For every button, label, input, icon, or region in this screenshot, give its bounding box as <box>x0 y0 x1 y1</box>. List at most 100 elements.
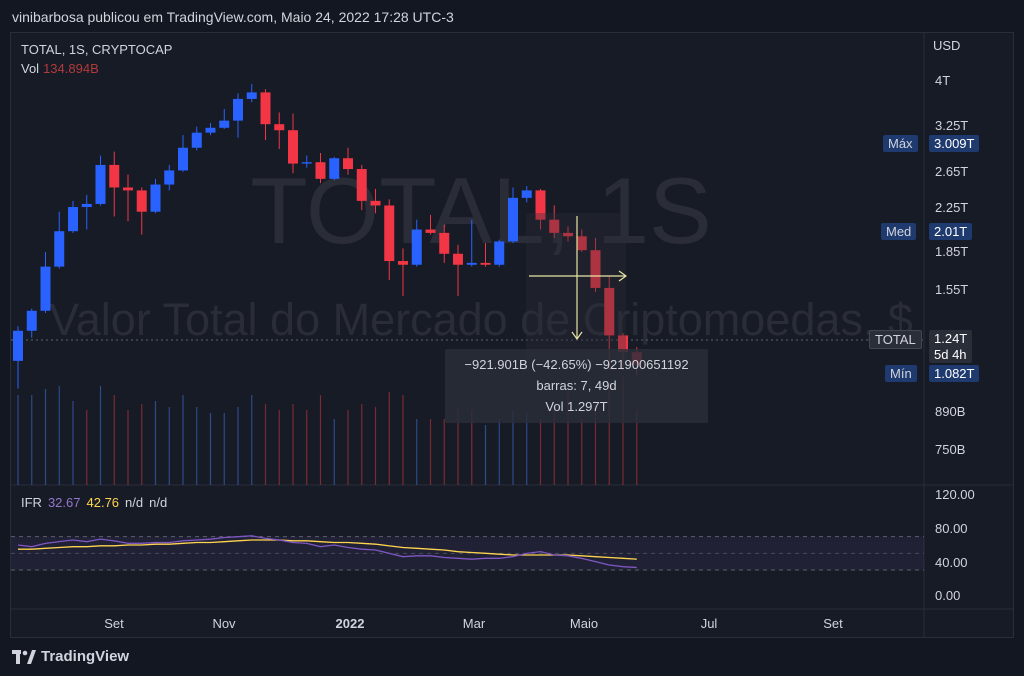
candle-body <box>246 92 257 99</box>
candle-body <box>233 98 243 121</box>
footer-brand: TradingView <box>41 648 130 665</box>
time-tick: Mar <box>463 616 486 631</box>
rsi-tick: 120.00 <box>935 487 975 502</box>
time-tick: Maio <box>570 616 598 631</box>
candle-body <box>68 207 78 232</box>
rsi-legend-label: IFR <box>21 495 42 510</box>
rsi-ma-legend-value: 42.76 <box>86 495 120 510</box>
candle-body <box>549 219 560 233</box>
min-tag-value: 1.082T <box>929 365 980 382</box>
chart-canvas[interactable]: TOTAL, 1S Valor Total do Mercado de Crip… <box>11 33 1013 637</box>
candle-body <box>453 253 463 265</box>
total-tag-value: 1.24T <box>929 330 973 347</box>
candle-body <box>191 132 202 148</box>
candle-body <box>54 231 65 267</box>
rsi-legend-value: 32.67 <box>47 495 81 510</box>
rsi-legend-na: n/d <box>125 495 144 510</box>
candle-body <box>178 147 188 171</box>
candle-body <box>618 335 628 353</box>
price-tick: 2.25T <box>935 200 968 215</box>
measure-volume: Vol 1.297T <box>545 399 608 414</box>
candle-body <box>109 164 120 188</box>
candle-body <box>590 250 601 288</box>
chart-panel[interactable]: TOTAL, 1S Valor Total do Mercado de Crip… <box>10 32 1014 638</box>
tradingview-logo-icon <box>12 649 36 664</box>
symbol-legend[interactable]: TOTAL, 1S, CRYPTOCAP <box>21 42 173 57</box>
rsi-legend[interactable]: IFR 32.67 42.76 n/d n/d <box>21 495 167 510</box>
max-tag-label: Máx <box>883 135 918 152</box>
candle-body <box>81 203 92 208</box>
volume-legend-value: 134.894B <box>43 61 99 76</box>
measure-info-box[interactable]: −921.901B (−42.65%) −921900651192 barras… <box>445 349 708 423</box>
bar-countdown: 5d 4h <box>929 346 972 363</box>
candle-body <box>13 330 23 361</box>
candle-body <box>425 229 436 233</box>
time-tick: Set <box>104 616 124 631</box>
candle-body <box>494 241 505 265</box>
candle-body <box>288 130 298 164</box>
candle-body <box>576 236 587 251</box>
candlesticks <box>13 83 642 389</box>
volume-legend[interactable]: Vol 134.894B <box>21 61 99 76</box>
volume-legend-label: Vol <box>21 61 40 76</box>
candle-body <box>315 162 326 179</box>
rsi-tick: 80.00 <box>935 521 968 536</box>
time-tick: Jul <box>701 616 718 631</box>
candle-body <box>563 232 573 237</box>
price-tick: 890B <box>935 404 965 419</box>
candle-body <box>508 197 518 242</box>
rsi-tick: 0.00 <box>935 588 960 603</box>
rsi-legend-na: n/d <box>149 495 168 510</box>
candle-body <box>26 310 37 331</box>
price-tick: 1.55T <box>935 282 968 297</box>
candle-body <box>521 190 532 198</box>
measure-arrow-down <box>571 331 583 341</box>
time-tick-year: 2022 <box>336 616 365 631</box>
price-tick: 1.85T <box>935 244 968 259</box>
candle-body <box>150 184 161 212</box>
watermark-title: TOTAL, 1S <box>250 158 711 263</box>
candle-body <box>370 200 381 206</box>
candle-body <box>329 158 340 179</box>
candle-body <box>480 262 491 265</box>
candle-body <box>466 262 477 265</box>
candle-body <box>356 169 367 201</box>
candle-body <box>95 164 106 204</box>
rsi-ma-line <box>18 539 637 560</box>
measure-bars: barras: 7, 49d <box>536 378 617 393</box>
measure-arrow-right <box>618 270 628 282</box>
time-tick: Set <box>823 616 843 631</box>
price-tick: 2.65T <box>935 164 968 179</box>
watermark-subtitle: Valor Total do Mercado de Criptomoedas, … <box>49 294 913 345</box>
candle-body <box>123 187 133 191</box>
candle-body <box>274 124 285 131</box>
tradingview-footer[interactable]: TradingView <box>12 648 129 665</box>
price-tick: 750B <box>935 442 965 457</box>
candle-body <box>164 170 175 185</box>
rsi-tick: 40.00 <box>935 555 968 570</box>
price-tick: 3.25T <box>935 118 968 133</box>
measure-change: −921.901B (−42.65%) −921900651192 <box>464 357 689 372</box>
candle-body <box>219 120 230 128</box>
total-tag-label: TOTAL <box>869 330 922 349</box>
candle-body <box>136 190 147 212</box>
currency-label: USD <box>933 38 960 53</box>
candle-body <box>604 287 615 336</box>
candle-body <box>439 232 450 254</box>
candle-body <box>343 158 353 170</box>
candle-body <box>40 266 51 311</box>
candle-body <box>411 229 422 265</box>
time-tick: Nov <box>212 616 236 631</box>
rsi-line <box>17 535 637 569</box>
price-tick: 4T <box>935 73 950 88</box>
candle-body <box>535 190 546 220</box>
publish-header: vinibarbosa publicou em TradingView.com,… <box>12 9 454 25</box>
candle-body <box>260 92 271 125</box>
max-tag-value: 3.009T <box>929 135 980 152</box>
candle-body <box>384 205 395 262</box>
measure-area <box>526 213 626 363</box>
candle-body <box>205 127 216 133</box>
med-tag-value: 2.01T <box>929 223 973 240</box>
candle-body <box>301 162 312 164</box>
candle-body <box>398 261 408 265</box>
